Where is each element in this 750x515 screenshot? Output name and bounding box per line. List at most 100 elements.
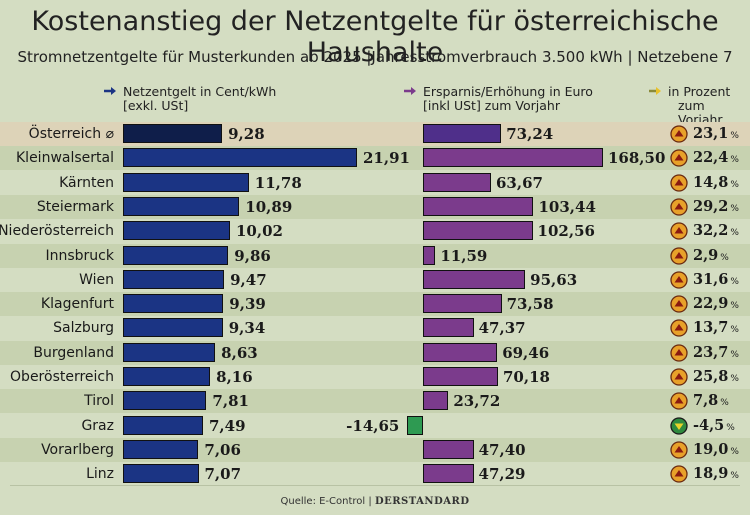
percent-number: -4,5: [693, 416, 725, 434]
percent-number: 29,2: [693, 197, 729, 215]
table-row: Kleinwalsertal 21,91 168,50 22,4%: [0, 146, 750, 171]
ersparnis-bar: [423, 342, 498, 362]
column-header-line1: Ersparnis/Erhöhung in Euro: [423, 84, 593, 99]
percent-value-label: 25,8%: [693, 368, 739, 385]
percent-number: 18,9: [693, 465, 729, 483]
row-label: Oberösterreich: [10, 369, 114, 385]
row-label: Burgenland: [33, 344, 114, 361]
netzentgelt-value-label: 7,07: [204, 465, 242, 484]
row-label: Salzburg: [53, 320, 114, 337]
netzentgelt-value-label: 9,28: [228, 125, 265, 143]
netzentgelt-value-label: 7,06: [204, 440, 241, 459]
ersparnis-value-label: -14,65: [346, 416, 400, 435]
row-label: Linz: [86, 466, 114, 483]
netzentgelt-bar: [123, 124, 223, 143]
netzentgelt-bar: [123, 269, 225, 289]
column-header-prozent: in Prozent zum Vorjahr: [649, 84, 750, 127]
percent-number: 19,0: [693, 440, 729, 458]
increase-icon: [670, 295, 688, 313]
row-label: Graz: [81, 417, 114, 434]
column-header-line1: in Prozent: [668, 84, 731, 99]
netzentgelt-value-label: 8,63: [221, 343, 258, 362]
percent-unit: %: [730, 131, 739, 141]
percent-value-label: 18,9%: [693, 465, 739, 482]
percent-unit: %: [730, 446, 739, 457]
arrow-right-icon: [648, 85, 662, 100]
table-row: Salzburg 9,34 47,37 13,7%: [0, 316, 750, 340]
netzentgelt-bar: [123, 439, 199, 459]
netzentgelt-value-label: 8,16: [216, 368, 253, 386]
increase-icon: [670, 465, 688, 483]
ersparnis-bar: [407, 415, 423, 435]
netzentgelt-value-label: 9,34: [228, 319, 266, 338]
netzentgelt-value-label: 10,89: [245, 197, 293, 216]
netzentgelt-value-label: 10,02: [236, 222, 283, 241]
table-row: Wien 9,47 95,63 31,6%: [0, 268, 750, 292]
table-row: Vorarlberg 7,06 47,40 19,0%: [0, 437, 750, 462]
netzentgelt-bar: [123, 245, 229, 265]
row-label: Österreich ⌀: [28, 126, 114, 142]
ersparnis-value-label: 47,37: [478, 319, 526, 338]
brand-logo: DERSTANDARD: [374, 496, 470, 507]
table-row: Niederösterreich 10,02 102,56 32,2%: [0, 219, 750, 243]
netzentgelt-bar: [123, 415, 203, 435]
percent-unit: %: [730, 228, 739, 239]
table-row: Linz 7,07 47,29 18,9%: [0, 462, 750, 486]
netzentgelt-value-label: 9,86: [234, 246, 271, 265]
increase-icon: [670, 173, 688, 192]
percent-unit: %: [730, 325, 739, 336]
netzentgelt-value-label: 9,47: [230, 270, 267, 289]
percent-unit: %: [730, 471, 739, 482]
ersparnis-bar: [423, 148, 603, 168]
column-header-netzentgelt: Netzentgelt in Cent/kWh [exkl. USt]: [104, 84, 277, 113]
netzentgelt-bar: [123, 294, 224, 314]
row-label: Vorarlberg: [41, 441, 114, 458]
percent-number: 2,9: [693, 246, 719, 264]
netzentgelt-bar: [123, 221, 230, 241]
table-row: Steiermark 10,89 103,44 29,2%: [0, 194, 750, 219]
row-label: Kärnten: [59, 174, 114, 191]
ersparnis-bar: [423, 318, 474, 338]
ersparnis-value-label: 69,46: [502, 343, 550, 362]
row-label: Kleinwalsertal: [16, 150, 114, 167]
table-row: Graz 7,49 -14,65 -4,5%: [0, 414, 750, 438]
netzentgelt-bar: [123, 342, 216, 362]
ersparnis-value-label: 47,29: [478, 465, 526, 484]
ersparnis-value-label: 63,67: [496, 173, 543, 192]
percent-number: 23,7: [693, 343, 729, 361]
percent-unit: %: [726, 422, 735, 433]
percent-number: 31,6: [693, 270, 729, 288]
decrease-icon: [670, 416, 688, 435]
ersparnis-bar: [423, 196, 534, 216]
ersparnis-value-label: 103,44: [538, 197, 596, 216]
increase-icon: [670, 368, 688, 386]
row-label: Niederösterreich: [0, 223, 114, 240]
row-label: Steiermark: [36, 198, 114, 215]
percent-unit: %: [730, 203, 739, 214]
ersparnis-value-label: 73,58: [506, 295, 554, 314]
increase-icon: [670, 125, 688, 143]
row-label: Wien: [79, 271, 114, 288]
netzentgelt-bar: [123, 148, 357, 168]
ersparnis-value-label: 168,50: [608, 149, 666, 168]
percent-value-label: 14,8%: [693, 174, 739, 191]
percent-number: 7,8: [693, 392, 719, 410]
netzentgelt-bar: [123, 318, 223, 338]
increase-icon: [670, 198, 688, 216]
netzentgelt-bar: [123, 172, 249, 192]
column-header-line1: Netzentgelt in Cent/kWh: [123, 84, 277, 99]
percent-unit: %: [730, 301, 739, 312]
increase-icon: [670, 271, 688, 289]
ersparnis-value-label: 11,59: [440, 246, 488, 265]
ersparnis-value-label: 23,72: [453, 392, 501, 411]
table-row: Kärnten 11,78 63,67 14,8%: [0, 171, 750, 195]
footer-divider: [10, 485, 740, 486]
ersparnis-bar: [423, 391, 449, 411]
increase-icon: [670, 246, 688, 265]
ersparnis-bar: [423, 294, 502, 314]
percent-value-label: 23,1%: [693, 125, 739, 142]
netzentgelt-value-label: 9,39: [229, 295, 266, 314]
netzentgelt-value-label: 21,91: [363, 149, 410, 168]
percent-unit: %: [730, 179, 739, 190]
percent-value-label: 13,7%: [693, 319, 739, 336]
